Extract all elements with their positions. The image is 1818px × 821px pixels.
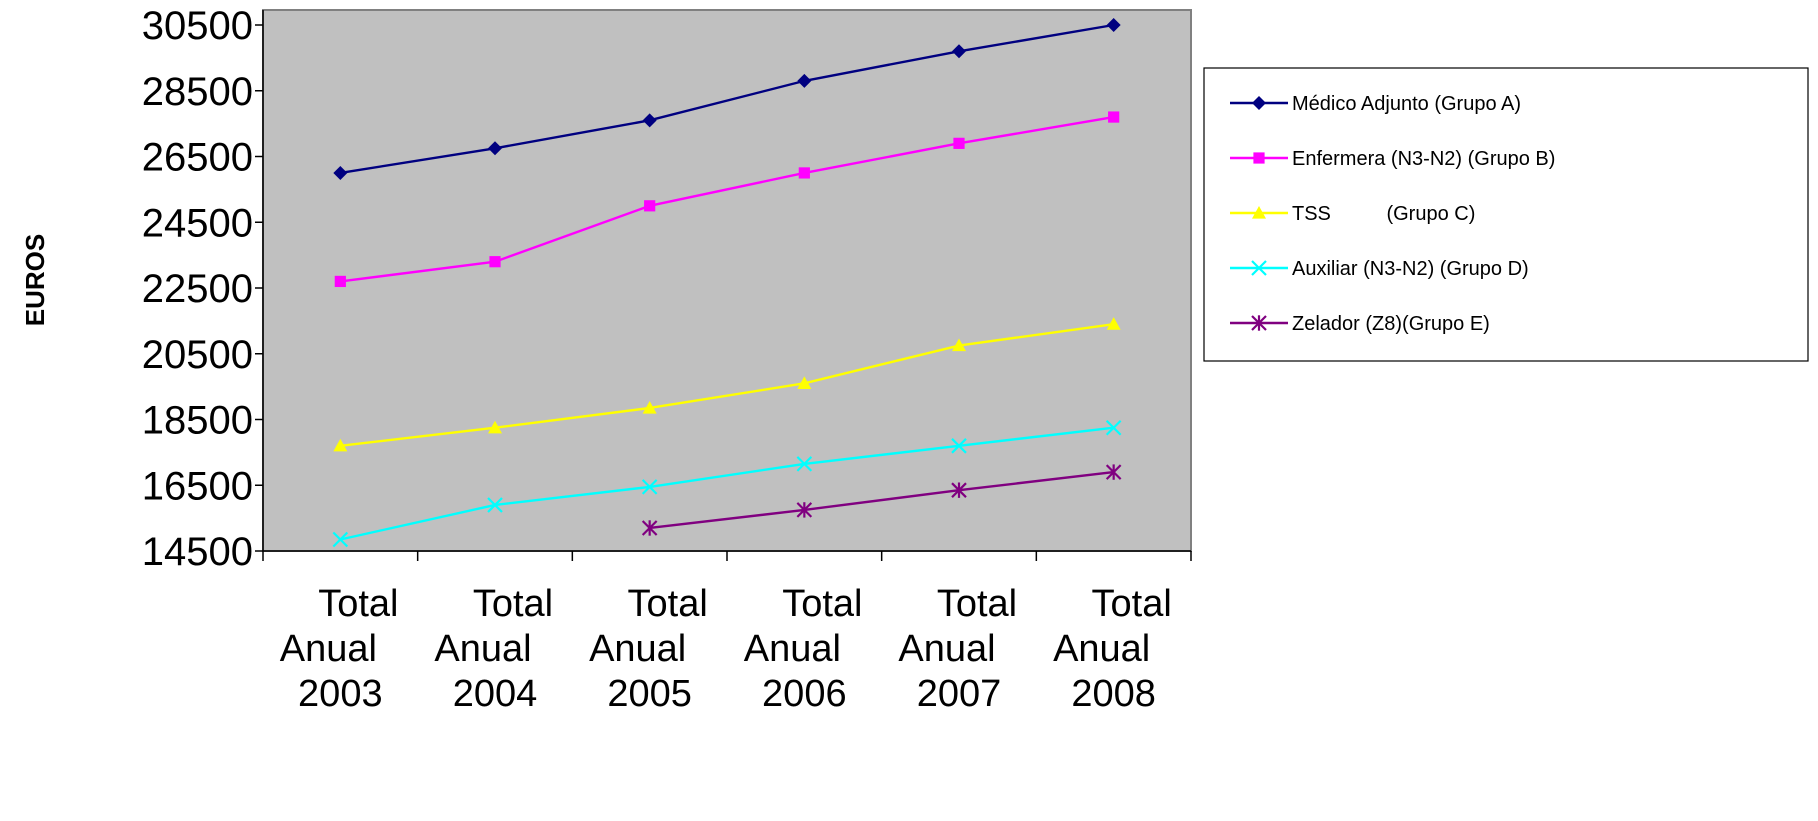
- data-point: [641, 520, 658, 536]
- data-point: [953, 137, 965, 149]
- y-axis-label: EUROS: [20, 234, 50, 326]
- data-point-stroke: [1251, 260, 1267, 276]
- legend-item: Zelador (Z8)(Grupo E): [1230, 313, 1490, 335]
- data-point: [1105, 464, 1122, 480]
- series-4: [332, 419, 1122, 548]
- data-point: [641, 479, 658, 495]
- y-tick-label: 24500: [142, 201, 253, 245]
- legend: Médico Adjunto (Grupo A) Enfermera (N3-N2…: [1203, 67, 1809, 362]
- data-point: [1251, 315, 1267, 331]
- data-point-stroke: [1105, 419, 1122, 436]
- data-point: [952, 44, 966, 59]
- x-tick-label: Anual: [280, 628, 377, 670]
- x-tick-label: Total: [1092, 583, 1172, 625]
- series-3: [333, 317, 1121, 452]
- data-point: [334, 275, 346, 288]
- data-point-stroke: [951, 438, 967, 454]
- legend-box: [1203, 67, 1809, 362]
- y-tick-label: 18500: [142, 399, 253, 443]
- x-tick-label: Total: [473, 583, 553, 625]
- data-point: [333, 438, 348, 452]
- data-point: [642, 400, 657, 414]
- data-point: [1106, 18, 1121, 32]
- legend-item: Enfermera (N3-N2) (Grupo B): [1230, 148, 1555, 170]
- x-axis-ticks: TotalAnual2003TotalAnual2004TotalAnual20…: [262, 551, 1192, 715]
- data-point: [487, 497, 503, 513]
- x-tick-label: 2006: [762, 673, 847, 715]
- x-tick-label: Anual: [434, 628, 531, 670]
- y-tick-label: 22500: [142, 267, 253, 311]
- data-point: [797, 73, 812, 88]
- series-line: [340, 115, 1114, 283]
- plot-area: [262, 9, 1192, 552]
- data-point: [332, 531, 349, 548]
- x-tick-label: Total: [628, 583, 708, 625]
- y-tick-label: 16500: [142, 464, 253, 508]
- x-tick-label: 2005: [607, 673, 692, 715]
- data-point: [1253, 152, 1265, 164]
- legend-label: Auxiliar (N3-N2) (Grupo D): [1292, 258, 1529, 280]
- x-tick-label: 2004: [453, 673, 538, 715]
- data-point-stroke: [487, 497, 503, 513]
- data-point: [796, 456, 813, 472]
- data-point: [488, 141, 502, 156]
- data-point: [644, 200, 656, 212]
- data-point-stroke: [796, 456, 813, 472]
- series-line: [340, 23, 1114, 175]
- data-point: [333, 165, 348, 180]
- legend-item: TSS (Grupo C): [1230, 203, 1475, 225]
- data-point: [952, 338, 966, 352]
- series-1: [333, 18, 1121, 180]
- data-point: [1106, 317, 1121, 330]
- y-tick-label: 28500: [142, 70, 253, 114]
- x-tick-label: Total: [318, 583, 398, 625]
- data-point: [642, 113, 657, 128]
- data-point: [1105, 419, 1122, 436]
- y-tick-label: 20500: [142, 333, 253, 377]
- data-point: [951, 482, 967, 498]
- x-tick-label: Anual: [898, 628, 995, 670]
- data-point: [489, 256, 501, 268]
- series-line: [340, 322, 1114, 447]
- y-axis-ticks: 30500 28500 26500 24500 22500 20500 18500 16500…: [142, 4, 263, 574]
- data-point: [1108, 111, 1120, 123]
- legend-label: Zelador (Z8)(Grupo E): [1292, 313, 1490, 335]
- data-point: [951, 438, 967, 454]
- legend-item: Médico Adjunto (Grupo A): [1230, 93, 1521, 115]
- x-tick-label: Anual: [744, 628, 841, 670]
- data-point-stroke: [641, 479, 658, 495]
- data-point: [797, 376, 812, 389]
- data-point: [1251, 260, 1267, 276]
- legend-item: Auxiliar (N3-N2) (Grupo D): [1230, 258, 1529, 280]
- series-line: [649, 470, 1114, 530]
- data-point: [1252, 96, 1266, 110]
- data-point: [798, 167, 810, 179]
- y-tick-label: 30500: [142, 4, 253, 48]
- data-point: [796, 502, 813, 518]
- x-tick-label: 2003: [298, 673, 383, 715]
- y-tick-label: 14500: [142, 530, 253, 574]
- x-tick-label: Anual: [589, 628, 686, 670]
- legend-label: Médico Adjunto (Grupo A): [1292, 93, 1521, 115]
- legend-label: Enfermera (N3-N2) (Grupo B): [1292, 148, 1555, 170]
- y-tick-label: 26500: [142, 136, 253, 180]
- series-5: [641, 464, 1122, 536]
- series-group: [332, 18, 1122, 548]
- x-tick-label: Total: [782, 583, 862, 625]
- data-point-stroke: [332, 531, 349, 548]
- x-tick-label: Anual: [1053, 628, 1150, 670]
- data-point: [1252, 206, 1266, 219]
- x-tick-label: 2007: [917, 673, 1002, 715]
- x-tick-label: Total: [937, 583, 1017, 625]
- series-line: [340, 426, 1114, 541]
- series-2: [334, 111, 1120, 288]
- x-tick-label: 2008: [1071, 673, 1156, 715]
- data-point: [488, 420, 502, 434]
- legend-label: TSS (Grupo C): [1292, 203, 1475, 225]
